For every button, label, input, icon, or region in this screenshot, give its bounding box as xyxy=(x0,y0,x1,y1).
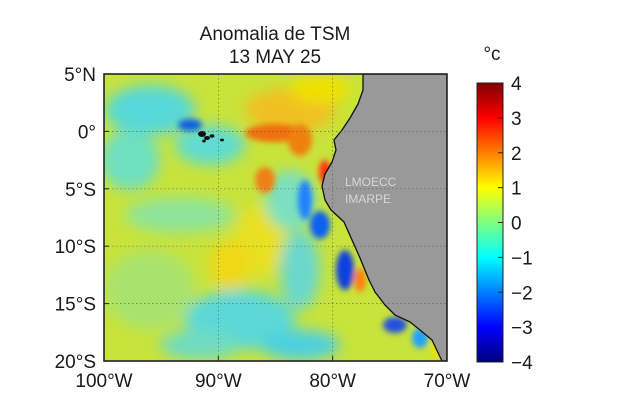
colorbar-tick-label: 2 xyxy=(511,144,522,165)
y-tick-label: 10°S xyxy=(55,237,96,258)
axis-ticks: 100°W 90°W 80°W 70°W 5°N 0° 5°S 10°S 15°S 20°S xyxy=(55,65,471,392)
y-tick-label: 5°S xyxy=(65,180,96,201)
map-date: 13 MAY 25 xyxy=(229,47,321,68)
galapagos-islands xyxy=(198,131,224,143)
watermark-imarpe: IMARPE xyxy=(345,192,391,206)
x-tick-label: 80°W xyxy=(309,371,356,392)
y-tick-label: 5°N xyxy=(64,65,96,86)
colorbar-tick-label: 1 xyxy=(511,179,522,200)
colorbar-tick-label: −3 xyxy=(511,318,533,339)
y-tick-label: 20°S xyxy=(55,352,96,373)
sst-anomaly-field xyxy=(104,74,447,361)
y-tick-label: 15°S xyxy=(55,295,96,316)
colorbar-tick-label: 0 xyxy=(511,214,522,235)
anomaly-hotspots xyxy=(178,119,443,358)
colorbar-tick-label: −1 xyxy=(511,248,533,269)
colorbar-ticks: 4 3 2 1 0 −1 −2 −3 −4 xyxy=(498,74,533,374)
x-tick-label: 70°W xyxy=(424,371,471,392)
x-tick-label: 100°W xyxy=(75,371,132,392)
colorbar-tick-label: −2 xyxy=(511,283,533,304)
plot-frame xyxy=(103,73,448,362)
colorbar-unit: °c xyxy=(483,44,500,65)
map-title: Anomalia de TSM xyxy=(200,24,351,45)
y-tick-label: 0° xyxy=(78,122,96,143)
colorbar-tick-label: 4 xyxy=(511,74,522,95)
colorbar-tick-label: −4 xyxy=(511,353,533,374)
watermark-lmoecc: LMOECC xyxy=(345,175,397,189)
colorbar-tick-label: 3 xyxy=(511,109,522,130)
x-tick-label: 90°W xyxy=(195,371,242,392)
